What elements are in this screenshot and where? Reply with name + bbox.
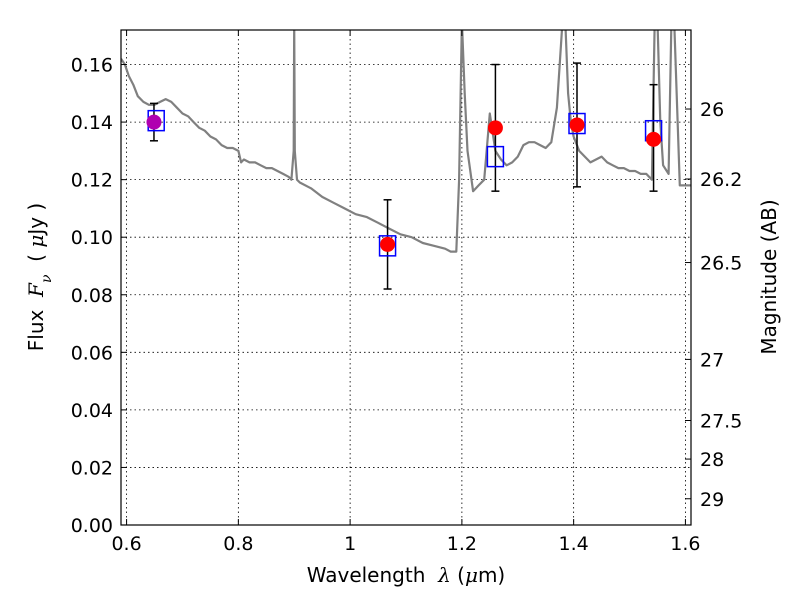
y-tick-label: 0.08	[71, 285, 113, 307]
axis-ticks: 0.6 0.8 1 1.2 1.4 1.6 0.00 0.02 0.04 0.06 0.08 0.10…	[71, 30, 742, 555]
x-axis-label-suffix: (	[451, 563, 465, 587]
x-tick-label: 1.2	[447, 533, 477, 555]
y-axis-right-label: Magnitude (AB)	[757, 199, 781, 354]
y-axis-label-subscript: ν	[39, 274, 55, 283]
y-tick-label: 0.00	[71, 515, 113, 537]
model-flux-square	[486, 145, 505, 168]
x-axis-label: Wavelength λ (μm)	[307, 563, 506, 587]
y-axis-label-unit-symbol: μ	[24, 235, 48, 248]
y-tick-label: 0.14	[71, 112, 113, 134]
right-tick-label: 26.5	[700, 253, 742, 275]
y-tick-label: 0.04	[71, 400, 113, 422]
x-tick-label: 1.4	[559, 533, 589, 555]
y-axis-label-prefix: Flux	[24, 297, 48, 351]
x-tick-label: 1.6	[670, 533, 700, 555]
right-tick-label: 29	[700, 489, 724, 511]
plot-background	[121, 30, 691, 525]
plot-data	[121, 30, 691, 253]
observed-flux-point	[380, 236, 396, 252]
y-axis-label-suffix: (	[24, 248, 48, 275]
plot-frame	[120, 29, 692, 526]
x-tick-label: 0.6	[111, 533, 141, 555]
x-axis-label-unit-symbol: μ	[465, 563, 478, 587]
right-tick-label: 27.5	[700, 411, 742, 433]
observed-flux-point	[487, 120, 503, 136]
y-tick-label: 0.12	[71, 170, 113, 192]
plot-markers	[146, 62, 663, 290]
observed-flux-point	[569, 117, 585, 133]
x-tick-label: 1	[344, 533, 356, 555]
x-axis-label-unit-rest: m)	[478, 563, 505, 587]
observed-flux-point	[146, 114, 162, 130]
observed-flux-point	[646, 131, 662, 147]
y-tick-label: 0.06	[71, 342, 113, 364]
model-flux-square	[378, 235, 397, 257]
y-tick-label: 0.10	[71, 227, 113, 249]
model-spectrum-line	[121, 30, 691, 253]
y-axis-label: Flux Fν ( μJy )	[24, 203, 55, 351]
y-tick-label: 0.16	[71, 55, 113, 77]
right-tick-label: 26.2	[700, 169, 742, 191]
right-tick-label: 27	[700, 349, 724, 371]
right-tick-label: 26	[700, 99, 724, 121]
x-axis-label-symbol: λ	[437, 563, 451, 587]
y-tick-label: 0.02	[71, 457, 113, 479]
model-flux-square	[568, 112, 586, 135]
y-axis-label-unit-rest: Jy )	[24, 203, 48, 237]
y-axis-label-symbol: F	[24, 282, 48, 298]
right-tick-label: 28	[700, 449, 724, 471]
x-tick-label: 0.8	[223, 533, 253, 555]
x-axis-label-prefix: Wavelength	[307, 563, 438, 587]
